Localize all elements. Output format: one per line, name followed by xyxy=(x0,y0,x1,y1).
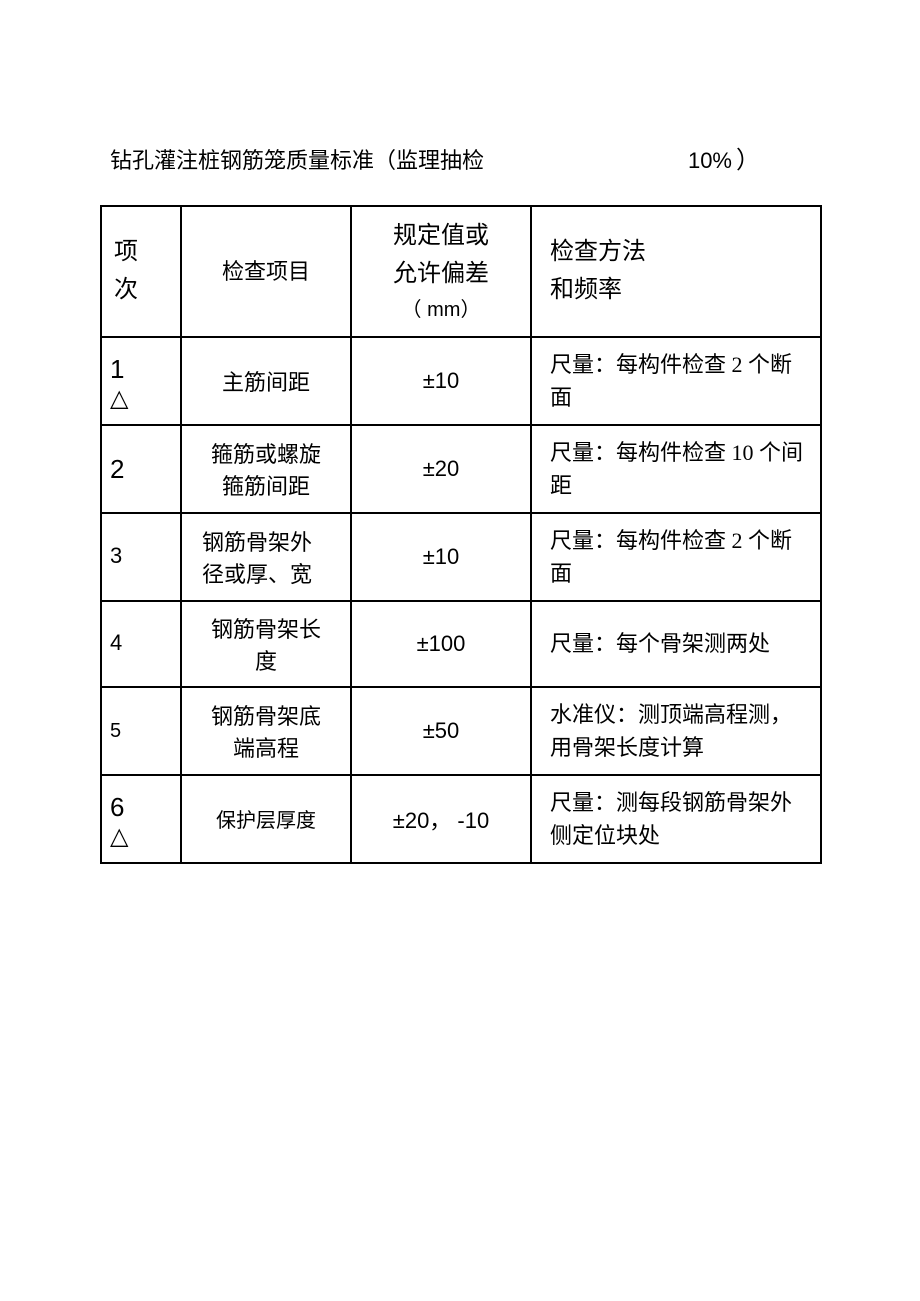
document-title-row: 钻孔灌注桩钢筋笼质量标准（监理抽检 10% ） xyxy=(100,140,820,175)
inspection-method: 尺量：每构件检查 2 个断面 xyxy=(531,513,821,601)
header-col1-line2: 次 xyxy=(114,271,168,309)
header-col1-line1: 项 xyxy=(114,233,168,271)
percent-group: 10% ） xyxy=(688,140,760,175)
deviation-value: ±10 xyxy=(351,337,531,425)
triangle-icon: △ xyxy=(110,825,168,849)
percent-value: 10% xyxy=(688,148,732,173)
deviation-value: ±50 xyxy=(351,687,531,775)
inspection-method: 尺量：每构件检查 2 个断面 xyxy=(531,337,821,425)
header-col3: 规定值或 允许偏差 （ mm） xyxy=(351,206,531,337)
table-row: 4 钢筋骨架长 度 ±100 尺量：每个骨架测两处 xyxy=(101,601,821,687)
row-number: 1 xyxy=(110,351,168,387)
row-number: 5 xyxy=(110,717,168,745)
header-col3-line2: 允许偏差 xyxy=(364,255,518,293)
row-number-cell: 3 xyxy=(101,513,181,601)
table-row: 6 △ 保护层厚度 ±20， -10 尺量：测每段钢筋骨架外侧定位块处 xyxy=(101,775,821,863)
inspection-method: 尺量：测每段钢筋骨架外侧定位块处 xyxy=(531,775,821,863)
row-number-cell: 6 △ xyxy=(101,775,181,863)
inspection-item: 钢筋骨架底 端高程 xyxy=(181,687,351,775)
header-col4-line1: 检查方法 xyxy=(550,233,808,271)
row-number: 2 xyxy=(110,451,168,487)
document-title: 钻孔灌注桩钢筋笼质量标准（监理抽检 xyxy=(110,143,484,175)
inspection-item: 箍筋或螺旋 箍筋间距 xyxy=(181,425,351,513)
inspection-item: 主筋间距 xyxy=(181,337,351,425)
table-row: 1 △ 主筋间距 ±10 尺量：每构件检查 2 个断面 xyxy=(101,337,821,425)
table-header-row: 项 次 检查项目 规定值或 允许偏差 （ mm） 检查方法 和频率 xyxy=(101,206,821,337)
deviation-value: ±100 xyxy=(351,601,531,687)
deviation-value: ±20 xyxy=(351,425,531,513)
header-col3-line1: 规定值或 xyxy=(364,217,518,255)
row-number: 4 xyxy=(110,628,168,659)
quality-standard-table: 项 次 检查项目 规定值或 允许偏差 （ mm） 检查方法 和频率 1 △ 主筋… xyxy=(100,205,822,864)
inspection-item: 保护层厚度 xyxy=(181,775,351,863)
deviation-value: ±20， -10 xyxy=(351,775,531,863)
inspection-item: 钢筋骨架长 度 xyxy=(181,601,351,687)
table-row: 3 钢筋骨架外 径或厚、宽 ±10 尺量：每构件检查 2 个断面 xyxy=(101,513,821,601)
header-col4-line2: 和频率 xyxy=(550,271,808,309)
inspection-method: 水准仪：测顶端高程测，用骨架长度计算 xyxy=(531,687,821,775)
header-col2: 检查项目 xyxy=(181,206,351,337)
row-number-cell: 1 △ xyxy=(101,337,181,425)
header-col4: 检查方法 和频率 xyxy=(531,206,821,337)
row-number: 3 xyxy=(110,541,168,572)
table-row: 2 箍筋或螺旋 箍筋间距 ±20 尺量：每构件检查 10 个间距 xyxy=(101,425,821,513)
header-col1: 项 次 xyxy=(101,206,181,337)
deviation-value: ±10 xyxy=(351,513,531,601)
row-number-cell: 5 xyxy=(101,687,181,775)
inspection-method: 尺量：每个骨架测两处 xyxy=(531,601,821,687)
table-row: 5 钢筋骨架底 端高程 ±50 水准仪：测顶端高程测，用骨架长度计算 xyxy=(101,687,821,775)
row-number: 6 xyxy=(110,789,168,825)
row-number-cell: 4 xyxy=(101,601,181,687)
inspection-method: 尺量：每构件检查 10 个间距 xyxy=(531,425,821,513)
header-col3-line3: （ mm） xyxy=(364,294,518,326)
triangle-icon: △ xyxy=(110,387,168,411)
percent-paren: ） xyxy=(736,148,760,174)
inspection-item: 钢筋骨架外 径或厚、宽 xyxy=(181,513,351,601)
row-number-cell: 2 xyxy=(101,425,181,513)
